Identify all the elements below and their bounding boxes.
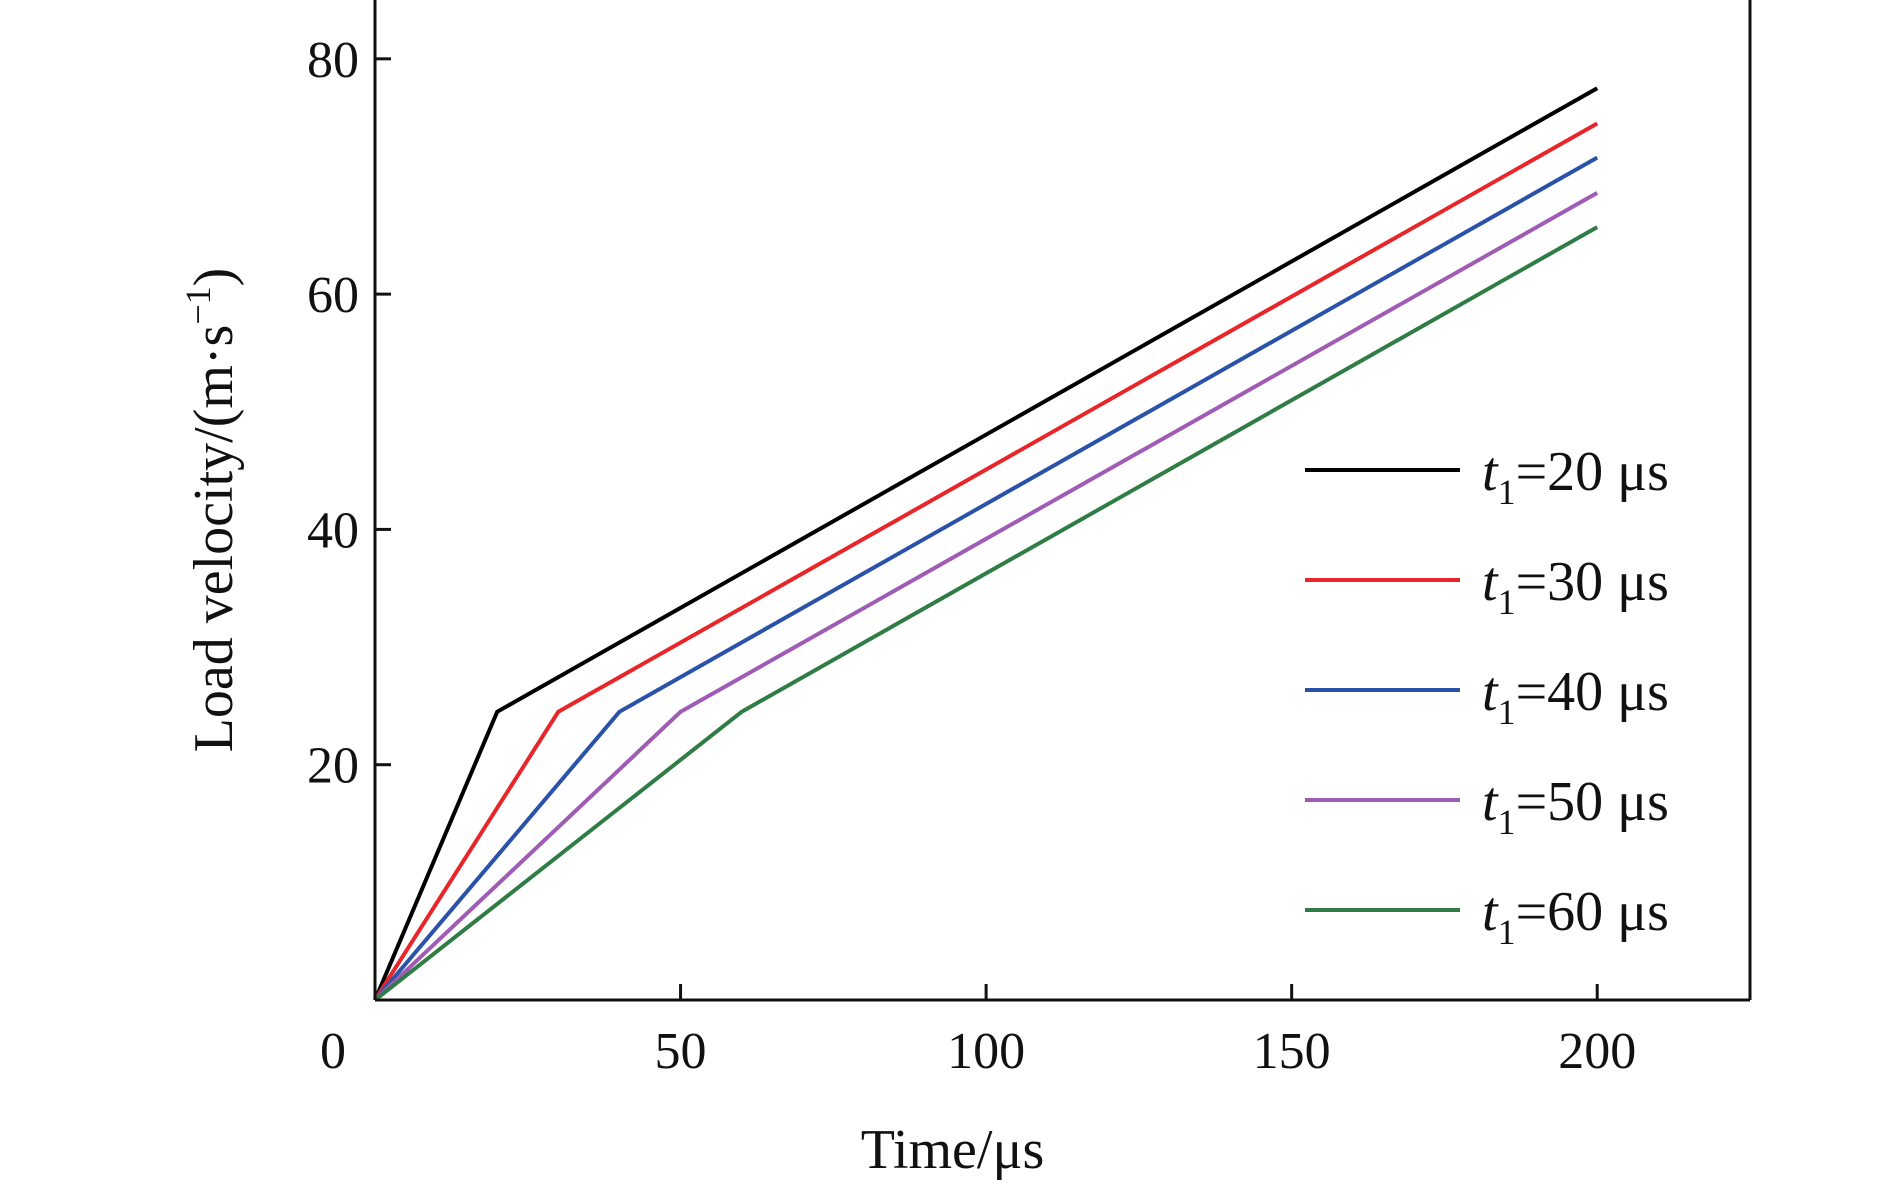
series-line-2: [373, 121, 1599, 1002]
legend-label-2: t1=30 μs: [1482, 551, 1669, 622]
legend-label-4: t1=50 μs: [1482, 771, 1669, 842]
legend-subscript: 1: [1498, 472, 1516, 512]
x-tick-label: 50: [655, 1023, 707, 1080]
legend-value: =20 μs: [1516, 441, 1669, 503]
x-tick-label: 0: [320, 1023, 346, 1080]
legend-value: =50 μs: [1516, 771, 1669, 833]
y-axis-title-close: ): [183, 268, 245, 287]
series-layer: [373, 86, 1599, 1002]
legend-value: =30 μs: [1516, 551, 1669, 613]
y-axis-title: Load velocity/(m·s−1): [178, 268, 245, 753]
legend-subscript: 1: [1498, 582, 1516, 622]
axes-layer: [373, 0, 1752, 1002]
y-tick-label: 20: [307, 738, 359, 795]
x-tick-label: 150: [1253, 1023, 1331, 1080]
legend-var: t: [1482, 441, 1499, 503]
series-line-1: [373, 86, 1599, 1001]
legend-label-1: t1=20 μs: [1482, 441, 1669, 512]
legend-value: =60 μs: [1516, 881, 1669, 943]
y-tick-label: 80: [307, 32, 359, 89]
legend-var: t: [1482, 661, 1499, 723]
y-tick-label: 40: [307, 502, 359, 559]
series-line-4: [373, 191, 1599, 1002]
series-line-5: [373, 225, 1599, 1002]
legend-var: t: [1482, 881, 1499, 943]
legend-label-5: t1=60 μs: [1482, 881, 1669, 952]
axis-titles: Time/μs Load velocity/(m·s−1): [178, 268, 1044, 1181]
legend-label-3: t1=40 μs: [1482, 661, 1669, 732]
y-tick-label: 60: [307, 267, 359, 324]
legend-subscript: 1: [1498, 912, 1516, 952]
x-axis-title: Time/μs: [861, 1119, 1045, 1181]
legend-value: =40 μs: [1516, 661, 1669, 723]
series-line-3: [373, 155, 1599, 1002]
ticks-layer: 0 50 100 150 200 20 40 60 80: [307, 32, 1636, 1080]
x-tick-label: 100: [947, 1023, 1025, 1080]
legend-var: t: [1482, 551, 1499, 613]
y-axis-title-superscript: −1: [178, 286, 218, 324]
legend-subscript: 1: [1498, 802, 1516, 842]
legend-subscript: 1: [1498, 692, 1516, 732]
y-axis-title-main: Load velocity/(m·s: [183, 325, 245, 753]
x-tick-label: 200: [1558, 1023, 1636, 1080]
legend-var: t: [1482, 771, 1499, 833]
